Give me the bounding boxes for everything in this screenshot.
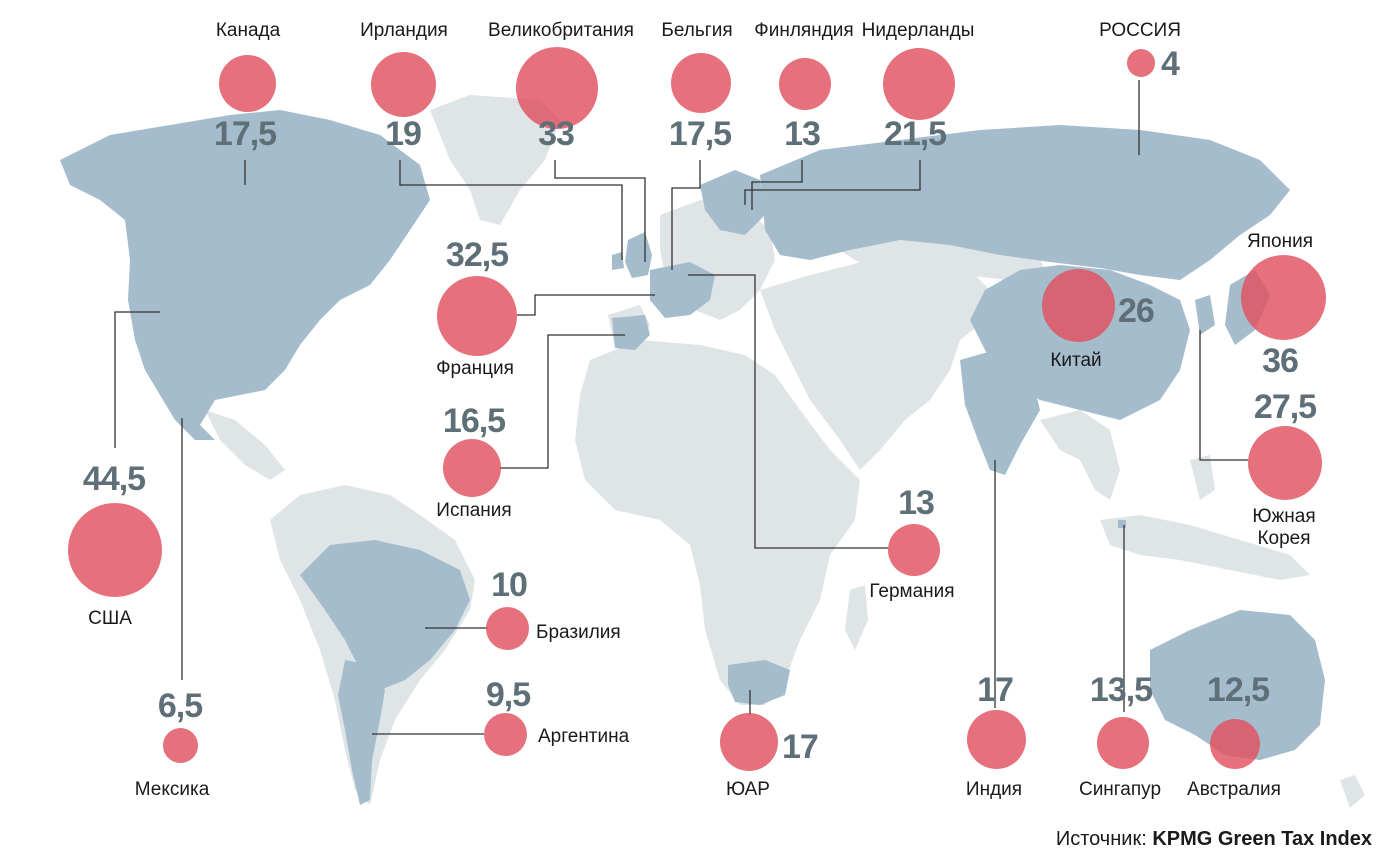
label-spain: Испания	[436, 500, 512, 521]
bubble-china	[1042, 269, 1115, 342]
label-france: Франция	[436, 358, 514, 379]
value-finland: 13	[784, 115, 821, 153]
label-usa: США	[88, 608, 132, 629]
value-china: 26	[1118, 292, 1155, 330]
label-belgium: Бельгия	[661, 20, 733, 41]
bubble-uk	[516, 47, 598, 129]
bubble-finland	[779, 58, 831, 110]
value-uk: 33	[538, 115, 575, 153]
bubble-netherlands	[883, 48, 955, 120]
value-japan: 36	[1262, 342, 1299, 380]
bubble-canada	[219, 55, 276, 112]
value-south-korea: 27,5	[1253, 388, 1317, 426]
value-usa: 44,5	[82, 460, 146, 498]
source-value: KPMG Green Tax Index	[1152, 828, 1372, 850]
label-argentina: Аргентина	[538, 726, 630, 747]
bubble-russia	[1127, 49, 1155, 77]
value-spain: 16,5	[442, 402, 506, 440]
label-australia: Австралия	[1187, 779, 1281, 800]
source-credit: Источник: KPMG Green Tax Index	[1056, 828, 1372, 851]
label-ireland: Ирландия	[360, 20, 448, 41]
source-label: Источник:	[1055, 828, 1147, 850]
value-ireland: 19	[385, 115, 422, 153]
label-south-africa: ЮАР	[726, 779, 770, 800]
bubble-germany	[888, 524, 940, 576]
label-south-korea: Южная Корея	[1252, 506, 1316, 549]
value-mexico: 6,5	[157, 687, 203, 725]
bubble-australia	[1210, 719, 1260, 769]
value-canada: 17,5	[213, 115, 277, 153]
bubble-argentina	[484, 713, 527, 756]
bubble-india	[967, 710, 1026, 769]
bubble-japan	[1241, 255, 1326, 340]
label-russia: РОССИЯ	[1099, 20, 1181, 41]
label-india: Индия	[965, 779, 1023, 800]
bubble-south-korea	[1248, 426, 1322, 500]
label-japan: Япония	[1247, 231, 1313, 252]
bubble-brazil	[486, 607, 529, 650]
value-russia: 4	[1161, 45, 1180, 83]
label-finland: Финляндия	[754, 20, 854, 41]
label-canada: Канада	[215, 20, 281, 41]
bubble-singapore	[1097, 717, 1149, 769]
value-singapore: 13,5	[1089, 671, 1153, 709]
bubble-france	[437, 276, 517, 356]
value-south-africa: 17	[782, 728, 819, 766]
value-belgium: 17,5	[668, 115, 732, 153]
label-singapore: Сингапур	[1078, 779, 1162, 800]
value-brazil: 10	[491, 566, 528, 604]
value-india: 17	[977, 671, 1014, 709]
bubble-ireland	[371, 52, 436, 117]
label-brazil: Бразилия	[536, 622, 621, 643]
value-netherlands: 21,5	[883, 115, 947, 153]
label-uk: Великобритания	[488, 20, 634, 41]
label-mexico: Мексика	[134, 779, 210, 800]
label-germany: Германия	[869, 581, 955, 602]
bubble-mexico	[163, 728, 198, 763]
label-netherlands: Нидерланды	[861, 20, 975, 41]
bubble-usa	[68, 503, 162, 597]
value-france: 32,5	[445, 236, 509, 274]
land-ranked	[60, 110, 1325, 805]
bubble-belgium	[671, 53, 731, 113]
value-germany: 13	[898, 484, 935, 522]
bubble-south-africa	[720, 713, 778, 771]
leader-lines	[114, 80, 1248, 735]
value-australia: 12,5	[1206, 671, 1270, 709]
label-china: Китай	[1050, 350, 1102, 371]
value-argentina: 9,5	[485, 676, 531, 714]
bubble-spain	[443, 439, 501, 497]
